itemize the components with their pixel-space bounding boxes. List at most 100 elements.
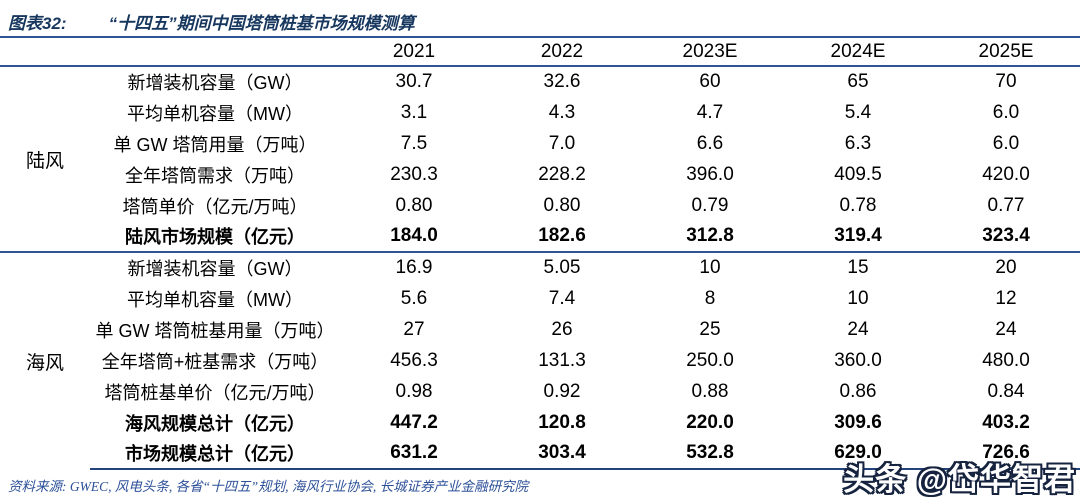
metric-column-header xyxy=(90,36,340,67)
row-label: 平均单机容量（MW） xyxy=(127,103,303,124)
value-cell: 24 xyxy=(847,318,869,340)
value-cell: 323.4 xyxy=(982,225,1030,246)
value-cell: 480.0 xyxy=(982,349,1030,371)
value-cell: 6.0 xyxy=(992,132,1020,154)
table-row: 平均单机容量（MW） 3.1 4.3 4.7 5.4 6.0 xyxy=(0,97,1080,128)
value-cell: 629.0 xyxy=(784,438,932,470)
table-row: 塔筒单价（亿元/万吨） 0.80 0.80 0.79 0.78 0.77 xyxy=(0,190,1080,221)
value-cell: 220.0 xyxy=(686,411,734,433)
table-row-offshore-total: 海风规模总计（亿元） 447.2 120.8 220.0 309.6 403.2 xyxy=(0,407,1080,438)
table-row-onshore-total: 陆风市场规模（亿元） 184.0 182.6 312.8 319.4 323.4 xyxy=(0,221,1080,252)
row-label: 全年塔筒需求（万吨） xyxy=(125,165,305,186)
value-cell: 4.7 xyxy=(696,101,724,123)
row-label: 全年塔筒+桩基需求（万吨） xyxy=(101,351,329,372)
value-cell: 24 xyxy=(995,318,1017,340)
value-cell: 309.6 xyxy=(834,411,882,433)
group-column-header xyxy=(0,36,90,67)
value-cell: 0.84 xyxy=(987,380,1025,402)
value-cell: 25 xyxy=(699,318,721,340)
value-cell: 131.3 xyxy=(538,349,586,371)
row-label: 新增装机容量（GW） xyxy=(127,73,303,93)
table-row: 塔筒桩基单价（亿元/万吨） 0.98 0.92 0.88 0.86 0.84 xyxy=(0,376,1080,407)
value-cell: 312.8 xyxy=(686,225,734,246)
value-cell: 0.92 xyxy=(543,380,581,402)
row-label: 塔筒单价（亿元/万吨） xyxy=(122,196,308,217)
row-label: 单 GW 塔筒桩基用量（万吨） xyxy=(95,320,335,341)
value-cell: 20 xyxy=(932,251,1080,283)
table-row-market-total: 市场规模总计（亿元） 631.2 303.4 532.8 629.0 726.6 xyxy=(0,438,1080,470)
value-cell: 4.3 xyxy=(548,101,576,123)
row-label: 平均单机容量（MW） xyxy=(127,289,303,310)
table-row: 陆风 新增装机容量（GW） 30.7 32.6 60 65 70 xyxy=(0,66,1080,172)
year-header-row: 2021 2022 2023E 2024E 2025E xyxy=(0,36,1080,67)
row-label: 市场规模总计（亿元） xyxy=(90,438,340,470)
value-cell: 403.2 xyxy=(982,411,1030,433)
value-cell: 65 xyxy=(847,71,869,92)
row-label: 单 GW 塔筒用量（万吨） xyxy=(113,134,317,155)
value-cell: 409.5 xyxy=(834,163,882,185)
value-cell: 60 xyxy=(699,71,721,92)
table-row: 全年塔筒需求（万吨） 230.3 228.2 396.0 409.5 420.0 xyxy=(0,159,1080,190)
value-cell: 726.6 xyxy=(932,438,1080,470)
table-row: 单 GW 塔筒用量（万吨） 7.5 7.0 6.6 6.3 6.0 xyxy=(0,128,1080,159)
value-cell: 30.7 xyxy=(395,71,433,92)
value-cell: 26 xyxy=(551,318,573,340)
source-note: 资料来源: GWEC, 风电头条, 各省“十四五”规划, 海风行业协会, 长城证… xyxy=(8,479,529,494)
value-cell: 420.0 xyxy=(982,163,1030,185)
value-cell: 396.0 xyxy=(686,163,734,185)
value-cell: 319.4 xyxy=(834,225,882,246)
figure-title: “十四五”期间中国塔筒桩基市场规模测算 xyxy=(108,14,415,33)
year-header: 2023E xyxy=(636,36,784,67)
figure-number-label: 图表32: xyxy=(8,14,67,33)
value-cell: 0.78 xyxy=(839,194,877,216)
row-label: 陆风市场规模（亿元） xyxy=(125,227,305,247)
row-label: 新增装机容量（GW） xyxy=(90,251,340,283)
value-cell: 228.2 xyxy=(538,163,586,185)
value-cell: 6.3 xyxy=(844,132,872,154)
group-label-offshore: 海风 xyxy=(0,251,90,469)
value-cell: 184.0 xyxy=(390,225,438,246)
value-cell: 0.98 xyxy=(395,380,433,402)
value-cell: 250.0 xyxy=(686,349,734,371)
value-cell: 447.2 xyxy=(390,411,438,433)
value-cell: 10 xyxy=(636,251,784,283)
year-header: 2025E xyxy=(932,36,1080,67)
table-row: 单 GW 塔筒桩基用量（万吨） 27 26 25 24 24 xyxy=(0,314,1080,345)
value-cell: 532.8 xyxy=(636,438,784,470)
value-cell: 120.8 xyxy=(538,411,586,433)
figure-header: 图表32: “十四五”期间中国塔筒桩基市场规模测算 xyxy=(0,0,1080,36)
value-cell: 12 xyxy=(995,287,1017,309)
value-cell: 8 xyxy=(704,287,716,309)
value-cell: 182.6 xyxy=(538,225,586,246)
table-row: 海风 新增装机容量（GW） 16.9 5.05 10 15 20 xyxy=(0,251,1080,469)
market-size-table: 2021 2022 2023E 2024E 2025E 陆风 新增装机容量（GW… xyxy=(0,36,1080,470)
value-cell: 631.2 xyxy=(340,438,488,470)
value-cell: 5.6 xyxy=(400,287,428,309)
value-cell: 303.4 xyxy=(488,438,636,470)
value-cell: 0.86 xyxy=(839,380,877,402)
value-cell: 3.1 xyxy=(400,101,428,123)
value-cell: 0.79 xyxy=(691,194,729,216)
value-cell: 7.4 xyxy=(548,287,576,309)
year-header: 2021 xyxy=(340,36,488,67)
value-cell: 360.0 xyxy=(834,349,882,371)
value-cell: 7.0 xyxy=(548,132,576,154)
value-cell: 0.77 xyxy=(987,194,1025,216)
table-row: 平均单机容量（MW） 5.6 7.4 8 10 12 xyxy=(0,283,1080,314)
value-cell: 27 xyxy=(403,318,425,340)
row-label: 海风规模总计（亿元） xyxy=(125,413,305,434)
value-cell: 6.0 xyxy=(992,101,1020,123)
year-header: 2024E xyxy=(784,36,932,67)
value-cell: 0.88 xyxy=(691,380,729,402)
year-header: 2022 xyxy=(488,36,636,67)
value-cell: 32.6 xyxy=(543,71,581,92)
value-cell: 230.3 xyxy=(390,163,438,185)
group-label-onshore: 陆风 xyxy=(25,150,64,172)
value-cell: 0.80 xyxy=(543,194,581,216)
value-cell: 5.4 xyxy=(844,101,872,123)
row-label: 塔筒桩基单价（亿元/万吨） xyxy=(104,382,326,403)
value-cell: 7.5 xyxy=(400,132,428,154)
value-cell: 5.05 xyxy=(488,251,636,283)
value-cell: 15 xyxy=(784,251,932,283)
